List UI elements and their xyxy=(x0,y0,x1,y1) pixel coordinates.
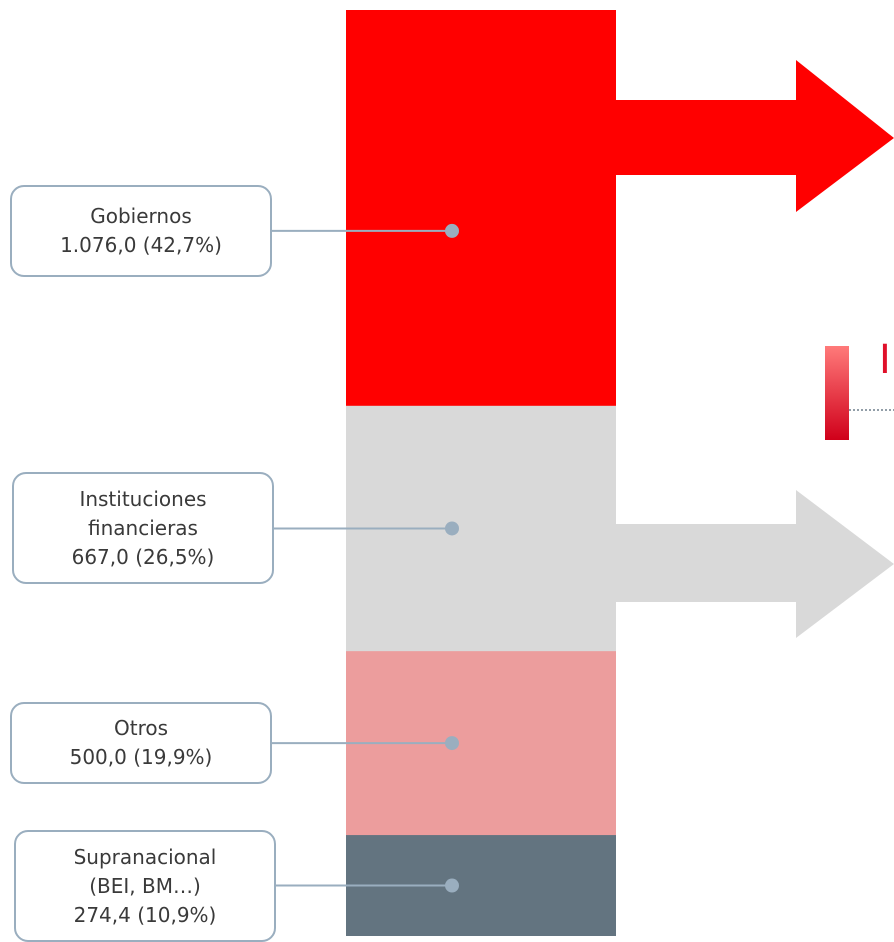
segment-label-line: 274,4 (10,9%) xyxy=(73,902,217,927)
segment-label-line: Supranacional xyxy=(73,844,217,869)
segment-label-3: Otros 500,0 (19,9%) xyxy=(10,702,272,784)
bar-segment-1 xyxy=(346,10,616,407)
segment-label-2: Instituciones financieras 667,0 (26,5%) xyxy=(12,472,274,584)
segment-label-line: Gobiernos xyxy=(90,204,192,228)
partial-heading-text: I xyxy=(879,337,891,383)
segment-label-4: Supranacional (BEI, BM…) 274,4 (10,9%) xyxy=(14,830,276,942)
connector-dot-1 xyxy=(445,223,459,238)
segment-label-1: Gobiernos 1.076,0 (42,7%) xyxy=(10,185,272,277)
flow-arrow-1 xyxy=(616,60,894,212)
partial-icon xyxy=(825,346,849,440)
segment-label-line: financieras xyxy=(88,515,198,540)
segment-label-line: 500,0 (19,9%) xyxy=(69,745,213,769)
segment-label-line: (BEI, BM…) xyxy=(89,873,201,898)
segment-label-line: 1.076,0 (42,7%) xyxy=(60,233,222,257)
segment-label-line: Instituciones xyxy=(79,486,207,511)
segment-label-line: 667,0 (26,5%) xyxy=(71,544,215,569)
connector-dot-2 xyxy=(445,521,459,536)
connector-dot-3 xyxy=(445,736,459,751)
segment-label-line: Otros xyxy=(113,716,169,740)
flow-arrow-2 xyxy=(616,490,894,638)
connector-dot-4 xyxy=(445,878,459,893)
